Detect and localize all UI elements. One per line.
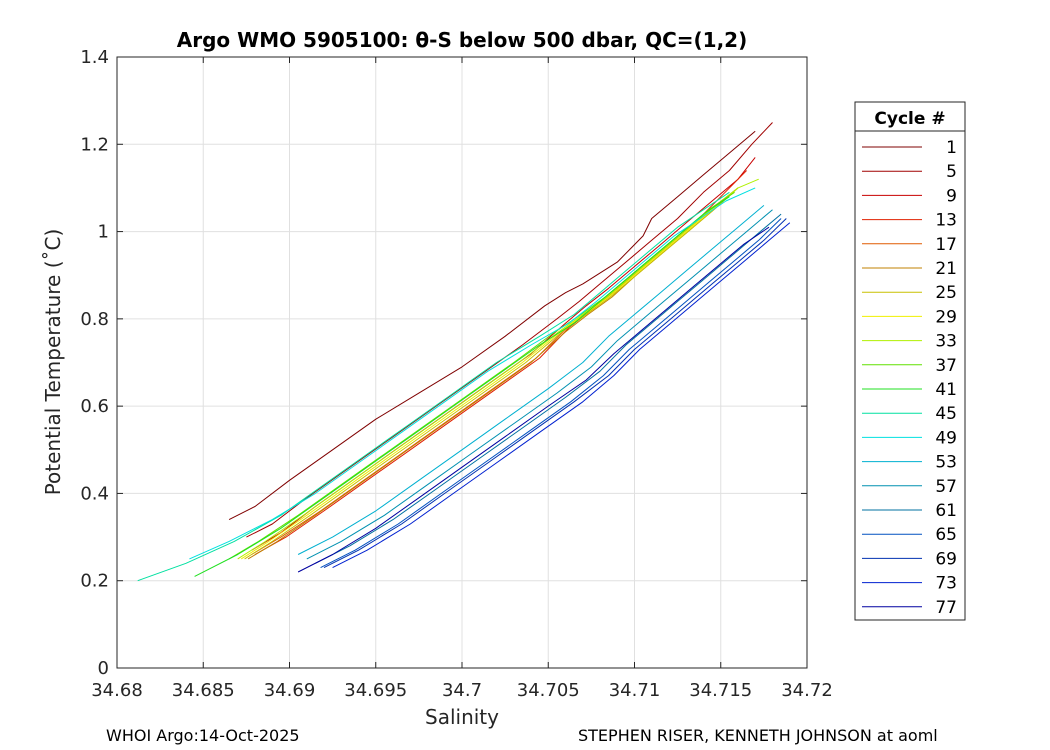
y-tick-label: 0.6: [80, 396, 109, 417]
footer-right-credit: STEPHEN RISER, KENNETH JOHNSON at aoml: [578, 726, 938, 745]
legend-label-73: 73: [935, 574, 957, 594]
series-lines: [137, 122, 791, 582]
axis-ticks: 34.68 34.685 34.69 34.695 34.7 34.705 34.71 34.…: [80, 47, 832, 701]
legend-label-61: 61: [935, 501, 957, 521]
series-line-cycle-57: [306, 209, 773, 560]
y-tick-label: 1.4: [80, 47, 109, 68]
legend-title: Cycle #: [874, 109, 945, 129]
legend-label-29: 29: [935, 307, 957, 327]
legend-label-69: 69: [935, 549, 957, 569]
legend-label-41: 41: [935, 380, 957, 400]
legend-label-77: 77: [935, 598, 957, 618]
series-line-cycle-45: [137, 191, 730, 582]
y-tick-label: 0.8: [80, 309, 109, 330]
x-tick-label: 34.69: [264, 680, 316, 701]
legend-items: 1 5 9 13 17 21 25 29 33 37 41 45 49 53 57 61 65 69 73 77: [862, 138, 957, 618]
series-line-cycle-77: [297, 226, 770, 573]
legend-label-17: 17: [935, 235, 957, 255]
series-line-cycle-29: [240, 187, 739, 560]
legend-label-33: 33: [935, 332, 957, 352]
series-line-cycle-61: [315, 213, 782, 564]
x-tick-label: 34.71: [609, 680, 661, 701]
x-tick-label: 34.685: [172, 680, 235, 701]
series-line-cycle-49: [189, 187, 756, 560]
x-tick-label: 34.7: [442, 680, 482, 701]
y-tick-label: 1: [98, 222, 109, 243]
series-line-cycle-53: [297, 205, 765, 555]
y-axis-label: Potential Temperature (˚C): [41, 229, 65, 496]
x-tick-label: 34.695: [344, 680, 407, 701]
series-line-cycle-65: [320, 218, 782, 569]
y-tick-label: 0.4: [80, 483, 109, 504]
series-line-cycle-5: [246, 122, 773, 538]
series-line-cycle-69: [323, 218, 787, 569]
legend-label-53: 53: [935, 453, 957, 473]
x-tick-label: 34.68: [91, 680, 143, 701]
legend-label-25: 25: [935, 283, 957, 303]
y-tick-label: 1.2: [80, 134, 109, 155]
legend-label-65: 65: [935, 525, 957, 545]
legend: Cycle # 1 5 9 13 17 21 25 29 33 37 41 45 49 53 57 61 65 6…: [854, 101, 966, 621]
legend-label-1: 1: [946, 138, 957, 158]
legend-label-37: 37: [935, 356, 957, 376]
chart-title: Argo WMO 5905100: θ-S below 500 dbar, QC…: [177, 28, 747, 52]
series-line-cycle-41: [194, 196, 730, 577]
series-line-cycle-25: [244, 187, 739, 560]
legend-label-45: 45: [935, 404, 957, 424]
x-tick-label: 34.705: [517, 680, 580, 701]
legend-label-57: 57: [935, 477, 957, 497]
legend-label-9: 9: [946, 186, 957, 206]
legend-box: [854, 101, 966, 621]
x-tick-label: 34.715: [689, 680, 752, 701]
x-tick-label: 34.72: [781, 680, 833, 701]
y-tick-label: 0: [98, 658, 109, 679]
x-axis-label: Salinity: [425, 705, 499, 729]
series-line-cycle-73: [332, 222, 791, 569]
series-line-cycle-33: [237, 178, 759, 560]
y-tick-label: 0.2: [80, 571, 109, 592]
legend-label-21: 21: [935, 259, 957, 279]
legend-label-13: 13: [935, 211, 957, 231]
footer-left-credit: WHOI Argo:14-Oct-2025: [106, 726, 300, 745]
legend-label-5: 5: [946, 162, 957, 182]
series-line-cycle-1: [228, 130, 756, 521]
legend-label-49: 49: [935, 428, 957, 448]
